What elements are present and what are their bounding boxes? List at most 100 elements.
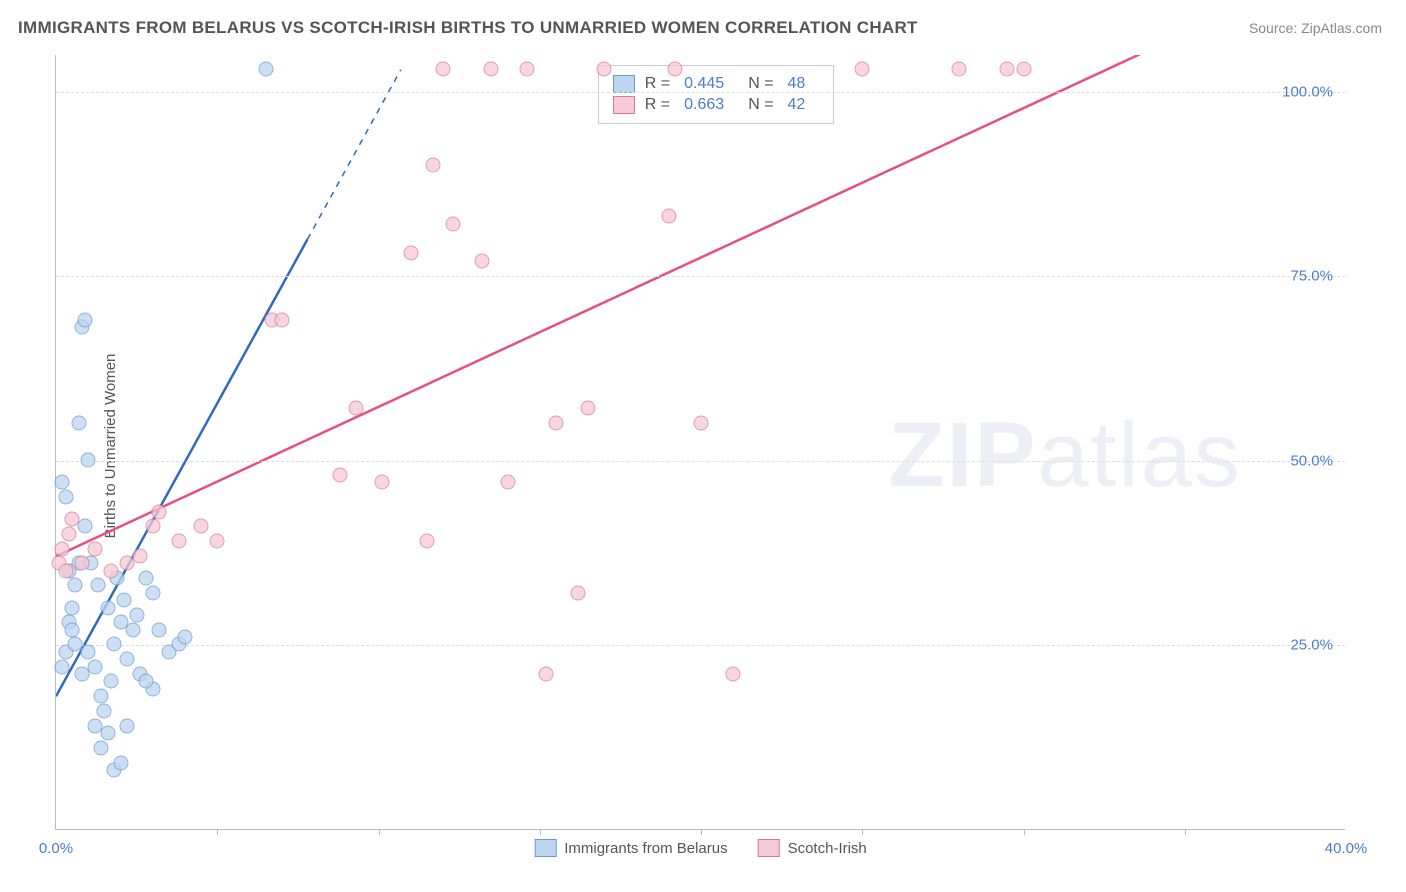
data-point-scotch bbox=[1016, 61, 1031, 76]
data-point-scotch bbox=[74, 556, 89, 571]
x-tick-mark bbox=[1185, 829, 1186, 835]
data-point-scotch bbox=[132, 548, 147, 563]
data-point-belarus bbox=[65, 622, 80, 637]
data-point-scotch bbox=[548, 416, 563, 431]
data-point-scotch bbox=[274, 312, 289, 327]
data-point-scotch bbox=[348, 401, 363, 416]
stats-row-scotch: R =0.663N =42 bbox=[613, 96, 820, 114]
data-point-belarus bbox=[126, 622, 141, 637]
x-tick-mark bbox=[379, 829, 380, 835]
watermark: ZIPatlas bbox=[888, 403, 1241, 508]
data-point-belarus bbox=[103, 674, 118, 689]
data-point-scotch bbox=[436, 61, 451, 76]
data-point-scotch bbox=[194, 519, 209, 534]
data-point-belarus bbox=[65, 600, 80, 615]
r-label: R = bbox=[645, 96, 670, 114]
data-point-scotch bbox=[210, 534, 225, 549]
data-point-belarus bbox=[97, 703, 112, 718]
data-point-scotch bbox=[61, 526, 76, 541]
data-point-belarus bbox=[78, 519, 93, 534]
x-tick-mark bbox=[862, 829, 863, 835]
data-point-scotch bbox=[500, 475, 515, 490]
x-tick-mark bbox=[540, 829, 541, 835]
data-point-belarus bbox=[178, 630, 193, 645]
data-point-belarus bbox=[55, 659, 70, 674]
r-label: R = bbox=[645, 75, 670, 93]
legend-label-belarus: Immigrants from Belarus bbox=[564, 840, 727, 857]
data-point-belarus bbox=[81, 644, 96, 659]
legend-swatch-belarus bbox=[613, 75, 635, 93]
data-point-scotch bbox=[419, 534, 434, 549]
data-point-belarus bbox=[139, 674, 154, 689]
data-point-belarus bbox=[258, 61, 273, 76]
data-point-belarus bbox=[113, 755, 128, 770]
chart-title: IMMIGRANTS FROM BELARUS VS SCOTCH-IRISH … bbox=[18, 18, 918, 38]
source-attribution: Source: ZipAtlas.com bbox=[1249, 20, 1382, 36]
data-point-scotch bbox=[952, 61, 967, 76]
data-point-belarus bbox=[119, 652, 134, 667]
data-point-belarus bbox=[90, 578, 105, 593]
data-point-belarus bbox=[152, 622, 167, 637]
data-point-scotch bbox=[581, 401, 596, 416]
series-legend: Immigrants from Belarus Scotch-Irish bbox=[534, 839, 867, 857]
y-tick-label: 100.0% bbox=[1282, 83, 1333, 100]
data-point-belarus bbox=[68, 578, 83, 593]
x-tick-label: 0.0% bbox=[39, 840, 73, 857]
source-link[interactable]: ZipAtlas.com bbox=[1301, 20, 1382, 36]
data-point-belarus bbox=[145, 585, 160, 600]
data-point-scotch bbox=[55, 541, 70, 556]
data-point-belarus bbox=[58, 489, 73, 504]
data-point-scotch bbox=[484, 61, 499, 76]
correlation-stats-box: R =0.445N =48R =0.663N =42 bbox=[598, 65, 835, 124]
scatter-plot-area: ZIPatlas R =0.445N =48R =0.663N =42 Immi… bbox=[55, 55, 1345, 830]
n-label: N = bbox=[748, 96, 773, 114]
data-point-belarus bbox=[78, 312, 93, 327]
data-point-scotch bbox=[65, 512, 80, 527]
data-point-scotch bbox=[726, 667, 741, 682]
gridline-horizontal bbox=[56, 92, 1345, 93]
legend-label-scotch: Scotch-Irish bbox=[788, 840, 867, 857]
x-tick-mark bbox=[701, 829, 702, 835]
trend-lines-layer bbox=[56, 55, 1345, 829]
legend-swatch-belarus bbox=[534, 839, 556, 857]
data-point-scotch bbox=[152, 504, 167, 519]
data-point-scotch bbox=[171, 534, 186, 549]
data-point-scotch bbox=[58, 563, 73, 578]
gridline-horizontal bbox=[56, 461, 1345, 462]
data-point-scotch bbox=[519, 61, 534, 76]
n-label: N = bbox=[748, 75, 773, 93]
stats-row-belarus: R =0.445N =48 bbox=[613, 75, 820, 93]
data-point-scotch bbox=[332, 467, 347, 482]
legend-item-scotch: Scotch-Irish bbox=[758, 839, 867, 857]
data-point-scotch bbox=[597, 61, 612, 76]
data-point-scotch bbox=[474, 253, 489, 268]
data-point-scotch bbox=[539, 667, 554, 682]
data-point-belarus bbox=[81, 452, 96, 467]
data-point-scotch bbox=[661, 209, 676, 224]
gridline-horizontal bbox=[56, 645, 1345, 646]
y-tick-label: 75.0% bbox=[1290, 268, 1333, 285]
data-point-belarus bbox=[107, 637, 122, 652]
data-point-scotch bbox=[1000, 61, 1015, 76]
data-point-scotch bbox=[103, 563, 118, 578]
n-value-belarus: 48 bbox=[788, 75, 806, 93]
gridline-horizontal bbox=[56, 276, 1345, 277]
data-point-belarus bbox=[119, 718, 134, 733]
legend-item-belarus: Immigrants from Belarus bbox=[534, 839, 727, 857]
data-point-scotch bbox=[694, 416, 709, 431]
source-prefix: Source: bbox=[1249, 20, 1301, 36]
data-point-scotch bbox=[426, 157, 441, 172]
x-tick-label: 40.0% bbox=[1325, 840, 1368, 857]
data-point-belarus bbox=[94, 740, 109, 755]
data-point-scotch bbox=[403, 246, 418, 261]
y-tick-label: 25.0% bbox=[1290, 637, 1333, 654]
data-point-belarus bbox=[71, 416, 86, 431]
r-value-scotch: 0.663 bbox=[684, 96, 724, 114]
y-tick-label: 50.0% bbox=[1290, 452, 1333, 469]
legend-swatch-scotch bbox=[613, 96, 635, 114]
data-point-scotch bbox=[445, 216, 460, 231]
data-point-scotch bbox=[374, 475, 389, 490]
data-point-scotch bbox=[668, 61, 683, 76]
legend-swatch-scotch bbox=[758, 839, 780, 857]
data-point-scotch bbox=[571, 585, 586, 600]
